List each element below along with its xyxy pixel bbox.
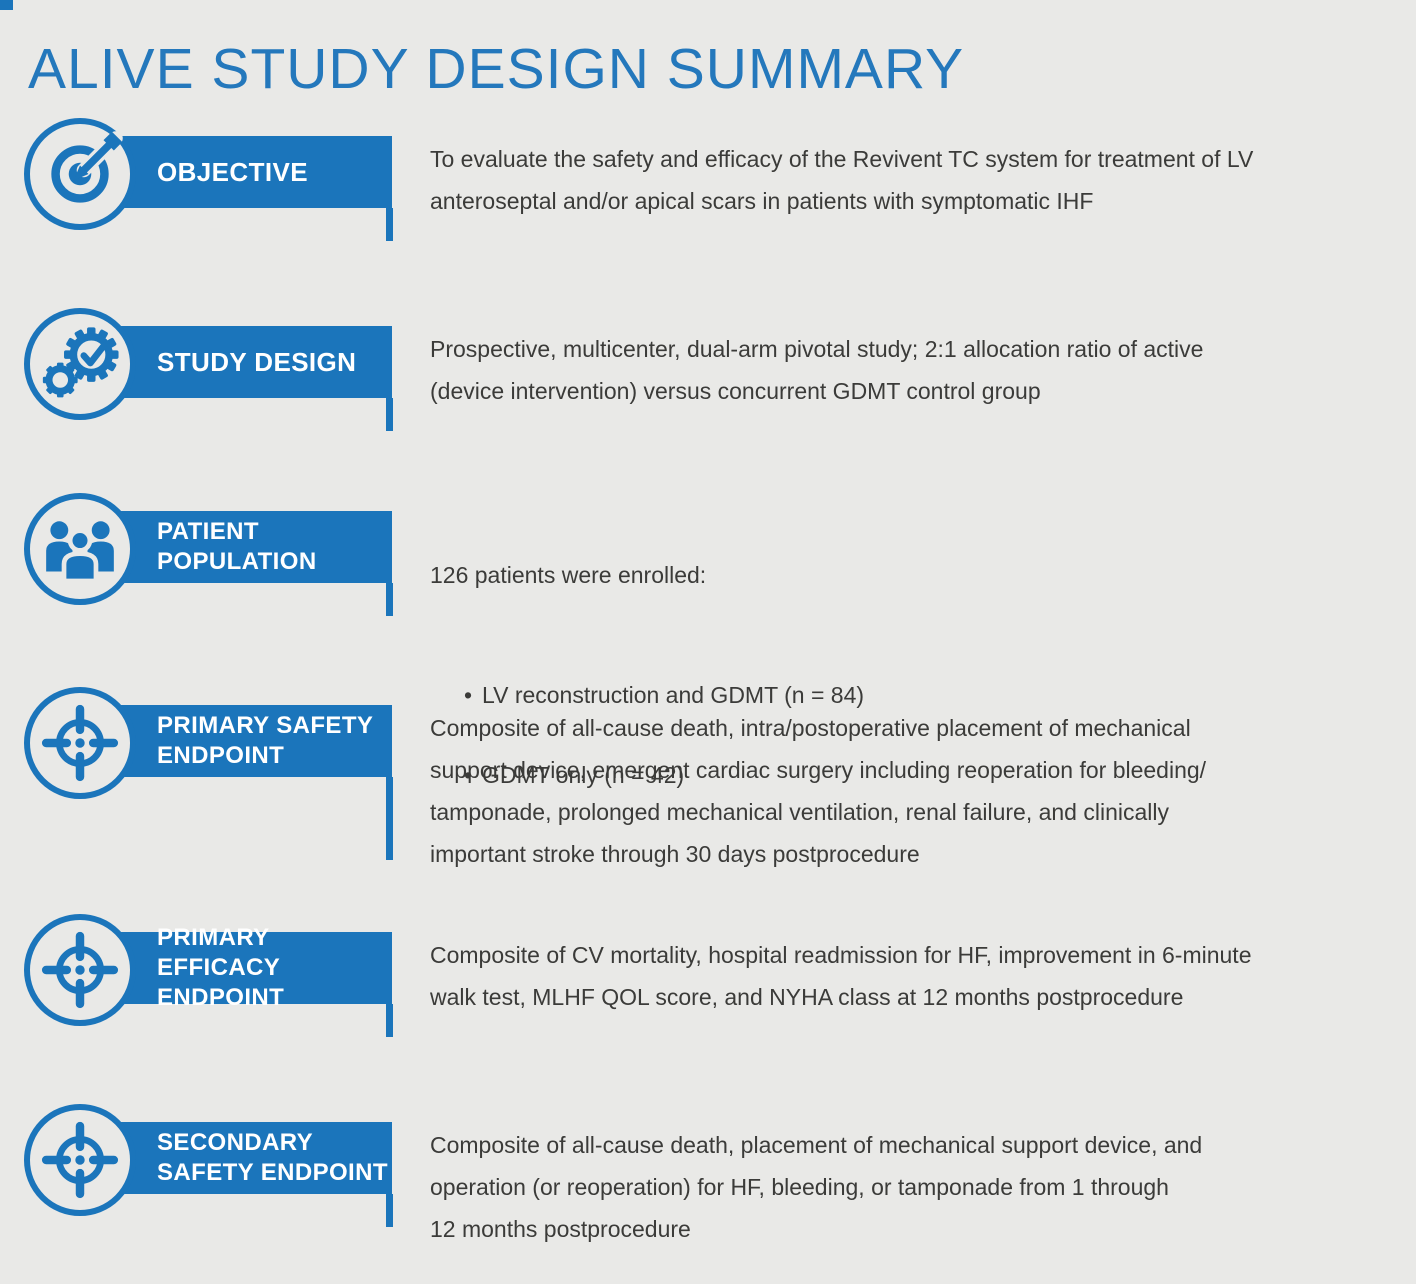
enrollment-bullets: LV reconstruction and GDMT (n = 84) GDMT…	[430, 635, 1415, 835]
study-design-text: Prospective, multicenter, dual-arm pivot…	[430, 336, 1204, 404]
primary-efficacy-banner: PRIMARY EFFICACY ENDPOINT	[100, 924, 392, 1011]
secondary-safety-text: Composite of all-cause death, placement …	[430, 1132, 1203, 1242]
objective-label: OBJECTIVE	[157, 157, 308, 187]
primary-safety-icon-circle	[24, 687, 136, 799]
primary-efficacy-label: PRIMARY EFFICACY ENDPOINT	[157, 924, 285, 1011]
gears-check-icon	[42, 327, 119, 398]
study-design-banner: STUDY DESIGN	[100, 326, 392, 398]
primary-safety-text: Composite of all-cause death, intra/post…	[430, 715, 1207, 867]
banner-pole	[386, 777, 393, 860]
target-dart-icon	[51, 131, 123, 203]
row-primary-safety-endpoint: PRIMARY SAFETY ENDPOINT Composite of all…	[0, 687, 1416, 867]
crosshair-icon	[41, 704, 119, 782]
primary-safety-banner: PRIMARY SAFETY ENDPOINT	[100, 705, 392, 777]
bullet-item: GDMT only (n = 42)	[430, 755, 1415, 795]
patient-population-text: 126 patients were enrolled: LV reconstru…	[430, 515, 1415, 875]
patient-population-label: PATIENT POPULATION	[157, 518, 317, 575]
secondary-safety-banner: SECONDARY SAFETY ENDPOINT	[100, 1122, 392, 1194]
primary-safety-label: PRIMARY SAFETY ENDPOINT	[157, 712, 374, 769]
row-patient-population: PATIENT POPULATION 126 patients were enr…	[0, 493, 1416, 795]
page-title: ALIVE STUDY DESIGN SUMMARY	[28, 37, 965, 102]
study-design-label: STUDY DESIGN	[157, 347, 357, 377]
banner-pole	[386, 1194, 393, 1227]
row-primary-efficacy-endpoint: PRIMARY EFFICACY ENDPOINT Composite of C…	[0, 914, 1416, 1094]
crosshair-icon	[41, 931, 119, 1009]
objective-icon-circle	[24, 118, 136, 230]
patient-population-banner: PATIENT POPULATION	[100, 511, 392, 583]
objective-banner: OBJECTIVE	[100, 136, 392, 208]
secondary-safety-label: SECONDARY SAFETY ENDPOINT	[157, 1129, 388, 1186]
corner-mark	[0, 0, 13, 10]
secondary-safety-icon-circle	[24, 1104, 136, 1216]
row-secondary-safety-endpoint: SECONDARY SAFETY ENDPOINT Composite of a…	[0, 1104, 1416, 1284]
row-study-design: STUDY DESIGN	[0, 308, 1416, 488]
study-design-icon-circle	[24, 308, 136, 420]
enrollment-intro: 126 patients were enrolled:	[430, 562, 707, 588]
banner-pole	[386, 1004, 393, 1037]
banner-pole	[386, 583, 393, 616]
primary-efficacy-text: Composite of CV mortality, hospital read…	[430, 942, 1252, 1010]
banner-pole	[386, 398, 393, 431]
people-icon	[46, 521, 114, 584]
objective-text: To evaluate the safety and efficacy of t…	[430, 146, 1254, 214]
crosshair-icon	[41, 1121, 119, 1199]
bullet-item: LV reconstruction and GDMT (n = 84)	[430, 675, 1415, 715]
primary-efficacy-icon-circle	[24, 914, 136, 1026]
banner-pole	[386, 208, 393, 241]
patient-population-icon-circle	[24, 493, 136, 605]
row-objective: OBJECTIVE To evaluate the safety and eff…	[0, 118, 1416, 298]
